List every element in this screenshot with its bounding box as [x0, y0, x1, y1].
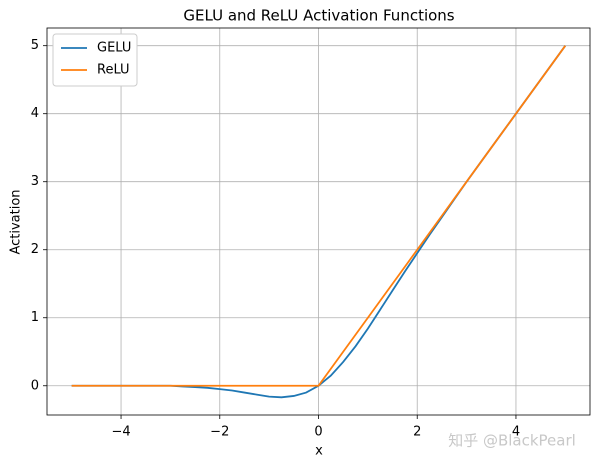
y-axis-label: Activation	[9, 189, 24, 254]
legend: GELU ReLU	[52, 33, 138, 87]
plot-frame	[46, 27, 591, 416]
legend-box	[52, 33, 138, 87]
watermark: 知乎 @BlackPearl	[448, 432, 576, 450]
x-tick-label: 4	[512, 425, 520, 440]
y-tick-label: 5	[31, 38, 39, 53]
x-tick-label: −2	[210, 425, 229, 440]
y-tick-label: 4	[31, 106, 39, 121]
x-tick-label: −4	[111, 425, 130, 440]
y-tick-label: 3	[31, 174, 39, 189]
legend-label: GELU	[97, 41, 131, 56]
line-series	[71, 45, 567, 387]
x-axis-label: x	[315, 444, 323, 459]
y-tick-label: 1	[31, 310, 39, 325]
y-tick-label: 2	[31, 242, 39, 257]
x-tick-label: 0	[314, 425, 322, 440]
chart-title: GELU and ReLU Activation Functions	[183, 7, 454, 25]
x-tick-label: 2	[413, 425, 421, 440]
legend-label: ReLU	[97, 63, 130, 78]
y-tick-label: 0	[31, 378, 39, 393]
